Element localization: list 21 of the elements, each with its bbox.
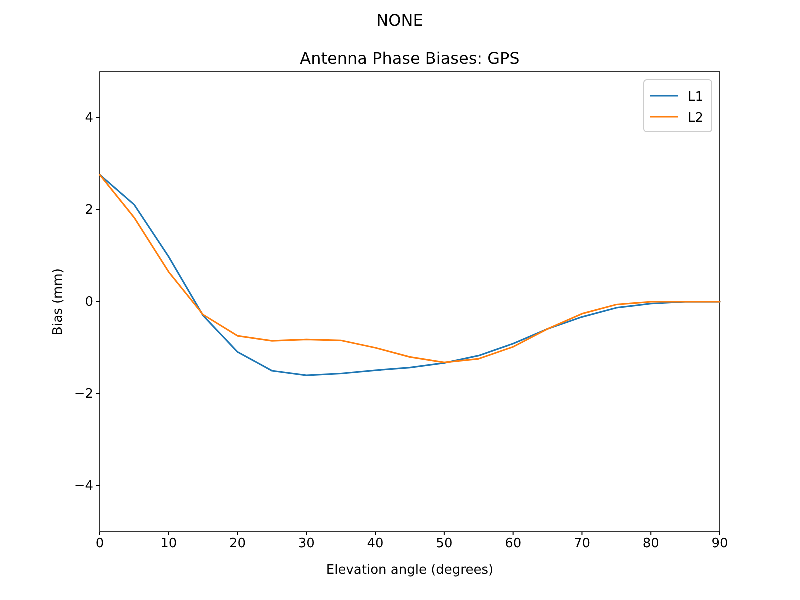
x-tick-label: 50 [436, 536, 453, 552]
x-tick-label: 20 [230, 536, 246, 552]
legend-label: L1 [688, 90, 704, 105]
x-axis-title: Elevation angle (degrees) [326, 563, 494, 578]
y-tick-label: 0 [85, 295, 94, 310]
x-tick-label: 60 [505, 536, 522, 552]
y-tick-label: −4 [74, 479, 94, 494]
chart-subtitle: NONE [376, 11, 424, 30]
y-tick-label: 4 [85, 111, 94, 126]
x-tick-label: 80 [642, 536, 660, 552]
x-tick-label: 90 [712, 536, 728, 552]
x-tick-label: 30 [298, 536, 315, 552]
legend-label: L2 [688, 111, 704, 126]
x-tick-label: 10 [160, 536, 178, 552]
x-tick-label: 70 [574, 536, 590, 552]
x-tick-label: 40 [367, 536, 384, 552]
chart-title: Antenna Phase Biases: GPS [300, 49, 520, 68]
x-tick-label: 0 [96, 536, 104, 552]
y-tick-label: −2 [74, 387, 94, 402]
y-axis-title: Bias (mm) [51, 268, 66, 336]
y-tick-label: 2 [85, 203, 94, 218]
